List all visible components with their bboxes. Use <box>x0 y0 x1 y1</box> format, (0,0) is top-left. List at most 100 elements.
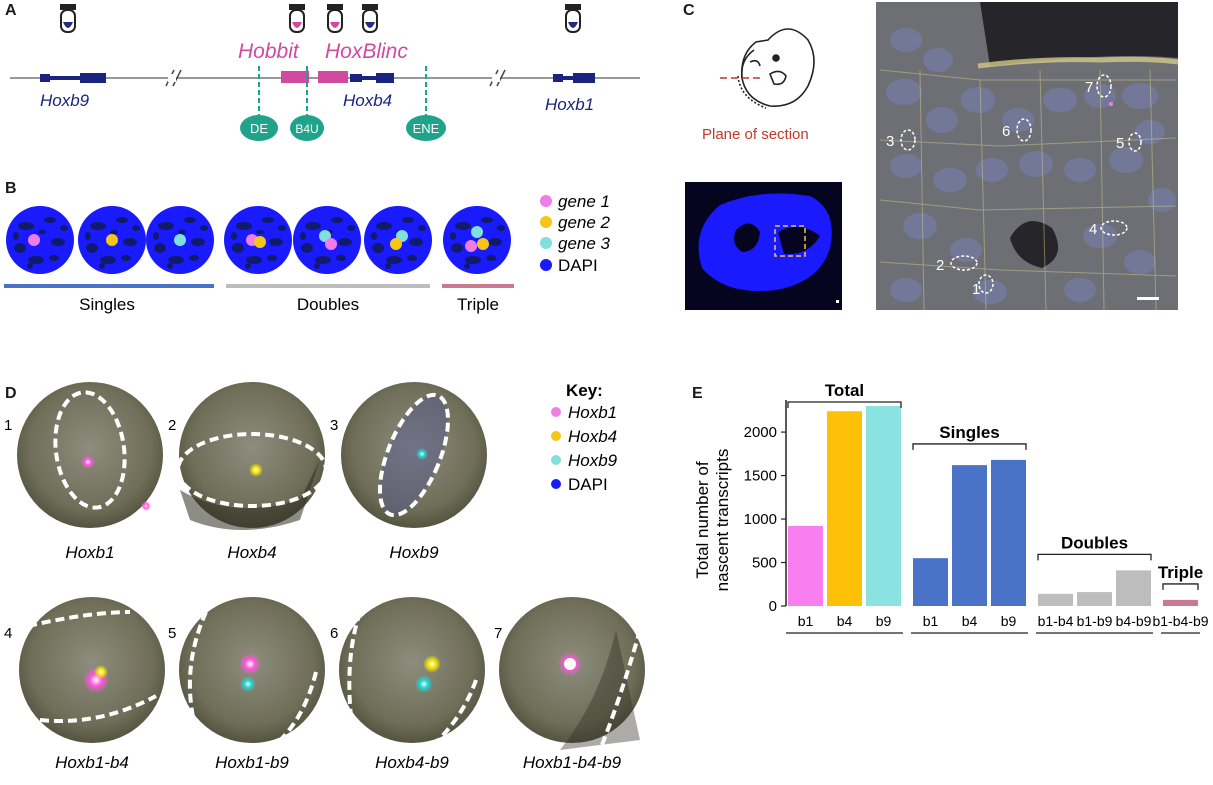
x-tick-label: b4-b9 <box>1116 613 1152 629</box>
key-hoxb9-dot <box>551 455 561 465</box>
hoxblinc-label: HoxBlinc <box>325 40 408 63</box>
y-tick-label: 0 <box>769 598 777 615</box>
gene2-legend-dot <box>540 216 552 228</box>
x-tick-label: b1 <box>798 613 814 629</box>
hoxb9-gene-label: Hoxb9 <box>40 91 90 110</box>
bar-singles-b1 <box>913 558 948 606</box>
key-hoxb4-dot <box>551 431 561 441</box>
zoom-region-box <box>774 225 806 257</box>
group-bracket <box>787 401 902 408</box>
key-hoxb9-label: Hoxb9 <box>568 451 618 470</box>
panel-e-letter: E <box>692 385 703 402</box>
cell-number-1: 1 <box>972 281 980 298</box>
cell-number-2: 2 <box>936 257 944 274</box>
nucleus-number-7: 7 <box>494 625 502 642</box>
ene-label: ENE <box>413 121 440 136</box>
triple-label: Triple <box>457 295 499 314</box>
group-bracket <box>1162 583 1199 590</box>
doubles-bar <box>226 284 430 288</box>
cell-outline-2 <box>950 255 978 271</box>
dapi-legend-label: DAPI <box>558 256 598 275</box>
gene1-legend-dot <box>540 195 552 207</box>
break-mark <box>165 69 182 87</box>
embryo-icon <box>737 28 815 109</box>
probe-tube-icon <box>289 4 305 33</box>
x-tick-label: b1-b4-b9 <box>1152 613 1208 629</box>
gene3-legend-label: gene 3 <box>558 234 611 253</box>
cell-outline-1 <box>978 274 994 294</box>
y-axis-label-line2: nascent transcripts <box>713 449 732 592</box>
y-tick-label: 2000 <box>744 424 777 441</box>
bar-doubles-b1-b4 <box>1038 593 1073 606</box>
probe-tube-icon <box>60 4 76 33</box>
y-axis-label-line1: Total number of <box>693 461 712 578</box>
double-nucleus <box>224 206 292 274</box>
hobbit-label: Hobbit <box>238 40 300 63</box>
hobbit-lnc-glyph <box>281 71 309 83</box>
bar-singles-b9 <box>991 459 1026 606</box>
double-nucleus <box>364 206 432 274</box>
key-hoxb1-label: Hoxb1 <box>568 403 617 422</box>
key-hoxb4-label: Hoxb4 <box>568 427 617 446</box>
panel-d-figure: 1 2 3 Hoxb1 Hoxb4 Hoxb9 4 5 6 7 Hoxb1-b4… <box>4 381 645 772</box>
group-label: Singles <box>939 423 999 442</box>
panel-b-letter: B <box>5 180 17 197</box>
nucleus-image-4 <box>19 597 165 743</box>
group-label: Triple <box>1158 563 1203 582</box>
probe-tube-icon <box>565 4 581 33</box>
hoxb1-gene-label: Hoxb1 <box>545 95 594 114</box>
panel-e-bar-chart: 0 500 1000 1500 2000 Total number of nascent t… <box>693 381 1209 634</box>
nucleus-label-3: Hoxb9 <box>389 543 439 562</box>
nucleus-label-6: Hoxb4-b9 <box>375 753 449 772</box>
nucleus-number-6: 6 <box>330 625 338 642</box>
hoxblinc-lnc-glyph <box>318 71 348 83</box>
bar-doubles-b1-b9 <box>1077 592 1112 606</box>
nucleus-number-1: 1 <box>4 417 12 434</box>
group-label: Total <box>825 381 864 400</box>
key-dapi-label: DAPI <box>568 475 608 494</box>
doubles-label: Doubles <box>297 295 359 314</box>
y-tick-label: 500 <box>752 555 777 572</box>
key-hoxb1-dot <box>551 407 561 417</box>
ene-enhancer-oval <box>406 115 446 141</box>
group-bracket <box>1037 553 1152 561</box>
panel-a-letter: A <box>5 2 17 19</box>
cell-outline-5 <box>1128 132 1142 152</box>
cell-number-4: 4 <box>1089 221 1097 238</box>
cell-number-6: 6 <box>1002 123 1010 140</box>
bar-total-b1 <box>788 526 823 606</box>
plane-of-section-label: Plane of section <box>702 126 809 143</box>
panel-d-letter: D <box>5 385 17 402</box>
gene3-legend-dot <box>540 237 552 249</box>
cell-outline-3 <box>900 129 916 151</box>
x-tick-label: b9 <box>1001 613 1017 629</box>
probe-tube-icon <box>362 4 378 33</box>
triple-bar <box>442 284 514 288</box>
x-tick-label: b4 <box>962 613 978 629</box>
hoxb4-gene-label: Hoxb4 <box>343 91 392 110</box>
bar-total-b4 <box>827 411 862 606</box>
singles-label: Singles <box>79 295 135 314</box>
panel-a-locus-diagram: DE B4U ENE Hoxb9 Hoxb4 Hoxb1 Hobbit HoxB… <box>10 4 640 141</box>
bar-total-b9 <box>866 406 901 606</box>
dapi-legend-dot <box>540 259 552 271</box>
key-title: Key: <box>566 381 603 400</box>
cell-number-5: 5 <box>1116 135 1124 152</box>
cell-number-7: 7 <box>1085 79 1093 96</box>
x-tick-label: b1-b4 <box>1038 613 1074 629</box>
nucleus-label-2: Hoxb4 <box>227 543 276 562</box>
triple-nucleus <box>443 206 511 274</box>
nucleus-image-6 <box>339 597 485 752</box>
panel-c-letter: C <box>683 2 695 19</box>
key-dapi-dot <box>551 479 561 489</box>
scale-bar <box>1137 297 1159 300</box>
double-nucleus <box>293 206 361 274</box>
y-tick-label: 1000 <box>744 511 777 528</box>
nucleus-label-5: Hoxb1-b9 <box>215 753 289 772</box>
x-tick-label: b4 <box>837 613 853 629</box>
de-label: DE <box>250 121 268 136</box>
group-label: Doubles <box>1061 533 1128 552</box>
x-tick-label: b1 <box>923 613 939 629</box>
nucleus-number-4: 4 <box>4 625 12 642</box>
gene-hoxb9-glyph <box>40 73 106 83</box>
